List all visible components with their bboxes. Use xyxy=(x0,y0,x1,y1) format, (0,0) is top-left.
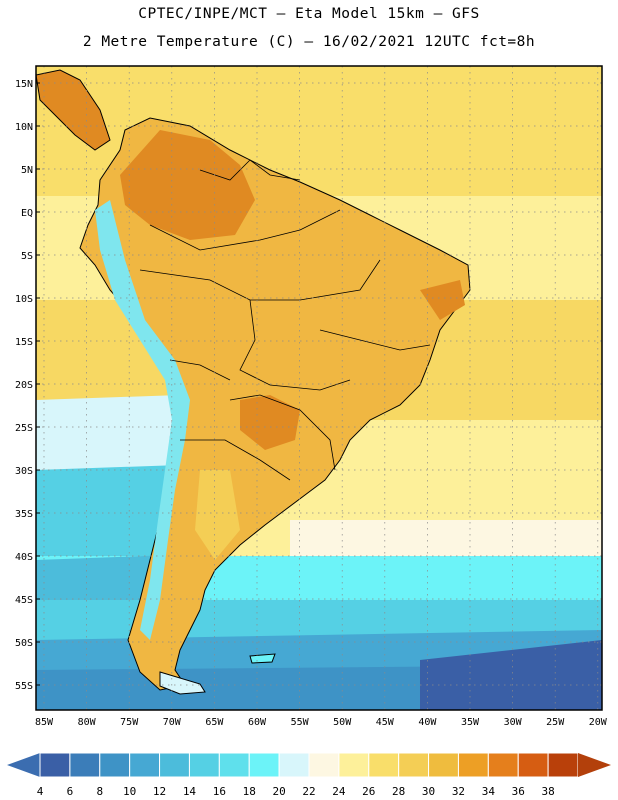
lon-label: 35W xyxy=(461,717,480,728)
colorbar-label: 20 xyxy=(272,785,285,798)
colorbar-swatch xyxy=(69,752,101,778)
lon-label: 55W xyxy=(291,717,310,728)
colorbar-label: 16 xyxy=(213,785,226,798)
graticule xyxy=(36,66,602,710)
colorbar: 4 6 8 10 12 14 16 18 20 22 24 26 28 30 32 34 36 38 xyxy=(7,752,611,798)
colorbar-swatch xyxy=(487,752,519,778)
colorbar-label: 34 xyxy=(482,785,496,798)
colorbar-label: 4 xyxy=(37,785,44,798)
colorbar-label: 6 xyxy=(67,785,74,798)
colorbar-label: 32 xyxy=(452,785,465,798)
latitude-labels: 15N 10N 5N EQ 5S 10S 15S 20S 25S 30S 35S 40S 45S 50S 5… xyxy=(15,79,33,692)
colorbar-swatch xyxy=(338,752,370,778)
lat-label: 35S xyxy=(15,509,33,520)
colorbar-label: 36 xyxy=(512,785,525,798)
map-frame xyxy=(35,65,603,711)
colorbar-label: 24 xyxy=(332,785,346,798)
colorbar-label: 30 xyxy=(422,785,435,798)
colorbar-swatch xyxy=(398,752,430,778)
lat-label: 45S xyxy=(15,595,33,606)
lat-label: 20S xyxy=(15,380,33,391)
temperature-field xyxy=(36,66,602,710)
colorbar-swatch xyxy=(39,752,71,778)
lat-label: 15N xyxy=(15,79,33,90)
colorbar-swatch xyxy=(368,752,400,778)
lon-label: 45W xyxy=(376,717,395,728)
lat-label: 25S xyxy=(15,423,33,434)
colorbar-swatch xyxy=(457,752,489,778)
lat-label: 5S xyxy=(21,251,33,262)
colorbar-high-arrow xyxy=(578,753,611,777)
lon-label: 40W xyxy=(418,717,437,728)
colorbar-swatch xyxy=(129,752,161,778)
colorbar-swatch xyxy=(99,752,131,778)
lon-label: 20W xyxy=(589,717,608,728)
lon-label: 60W xyxy=(248,717,267,728)
lon-label: 30W xyxy=(504,717,523,728)
lon-label: 65W xyxy=(205,717,224,728)
colorbar-low-arrow xyxy=(7,753,40,777)
lon-label: 50W xyxy=(333,717,352,728)
colorbar-label: 10 xyxy=(123,785,136,798)
lat-label: 40S xyxy=(15,552,33,563)
lat-label: EQ xyxy=(21,208,33,219)
colorbar-label: 38 xyxy=(541,785,554,798)
lat-label: 30S xyxy=(15,466,33,477)
lat-label: 5N xyxy=(21,165,33,176)
lon-label: 75W xyxy=(120,717,139,728)
colorbar-swatch xyxy=(188,752,220,778)
colorbar-label: 14 xyxy=(183,785,197,798)
colorbar-swatch xyxy=(278,752,310,778)
lat-label: 50S xyxy=(15,638,33,649)
lat-label: 10S xyxy=(15,294,33,305)
colorbar-label: 8 xyxy=(96,785,103,798)
colorbar-swatch xyxy=(547,752,579,778)
colorbar-label: 12 xyxy=(153,785,166,798)
colorbar-swatch xyxy=(428,752,459,778)
colorbar-swatch xyxy=(517,752,549,778)
lat-label: 10N xyxy=(15,122,33,133)
colorbar-label: 28 xyxy=(392,785,405,798)
lon-label: 85W xyxy=(35,717,54,728)
colorbar-swatch xyxy=(218,752,250,778)
colorbar-swatch xyxy=(248,752,280,778)
lon-label: 80W xyxy=(78,717,97,728)
colorbar-swatch xyxy=(159,752,190,778)
colorbar-swatch xyxy=(308,752,340,778)
lat-label: 15S xyxy=(15,337,33,348)
map-title-line2: 2 Metre Temperature (C) – 16/02/2021 12U… xyxy=(82,34,536,50)
lon-label: 25W xyxy=(546,717,565,728)
colorbar-label: 18 xyxy=(243,785,256,798)
colorbar-label: 22 xyxy=(302,785,315,798)
lon-label: 70W xyxy=(163,717,182,728)
lat-label: 55S xyxy=(15,681,33,692)
longitude-labels: 85W 80W 75W 70W 65W 60W 55W 50W 45W 40W 35W 30W 25W 2… xyxy=(35,717,608,728)
map-title-line1: CPTEC/INPE/MCT – Eta Model 15km – GFS xyxy=(138,6,480,22)
colorbar-label: 26 xyxy=(362,785,375,798)
